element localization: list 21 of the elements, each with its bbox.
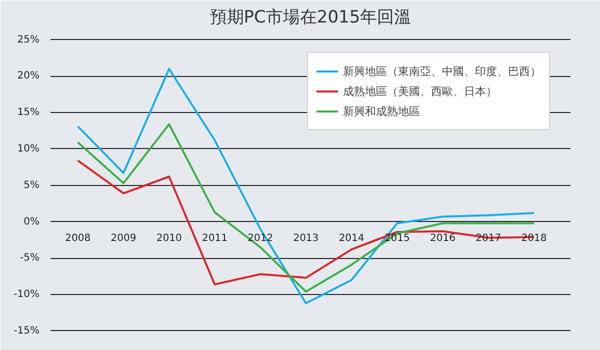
- y-tick-label: 15%: [17, 107, 40, 118]
- legend-label: 成熟地區（美國、西歐、日本）: [343, 84, 497, 98]
- legend-label: 新興和成熟地區: [343, 104, 420, 118]
- x-tick-label: 2010: [156, 232, 182, 244]
- y-tick-label: -10%: [14, 289, 40, 300]
- y-tick-label: 25%: [17, 34, 40, 46]
- y-tick-label: 5%: [24, 180, 40, 191]
- y-tick-label: 20%: [17, 70, 40, 82]
- y-tick-label: 10%: [17, 143, 40, 154]
- y-tick-label: -15%: [14, 325, 40, 336]
- legend-label: 新興地區（東南亞、中國、印度、巴西）: [343, 64, 541, 78]
- x-tick-label: 2018: [521, 232, 547, 244]
- x-tick-label: 2009: [110, 232, 136, 244]
- x-tick-label: 2008: [65, 232, 91, 244]
- x-tick-label: 2011: [202, 232, 228, 244]
- y-tick-label: 0%: [24, 216, 40, 228]
- x-tick-label: 2014: [338, 232, 364, 244]
- x-tick-label: 2016: [430, 232, 456, 244]
- y-tick-label: -5%: [20, 252, 40, 264]
- chart-title: 預期PC市場在2015年回溫: [210, 8, 412, 28]
- x-tick-label: 2013: [293, 232, 319, 244]
